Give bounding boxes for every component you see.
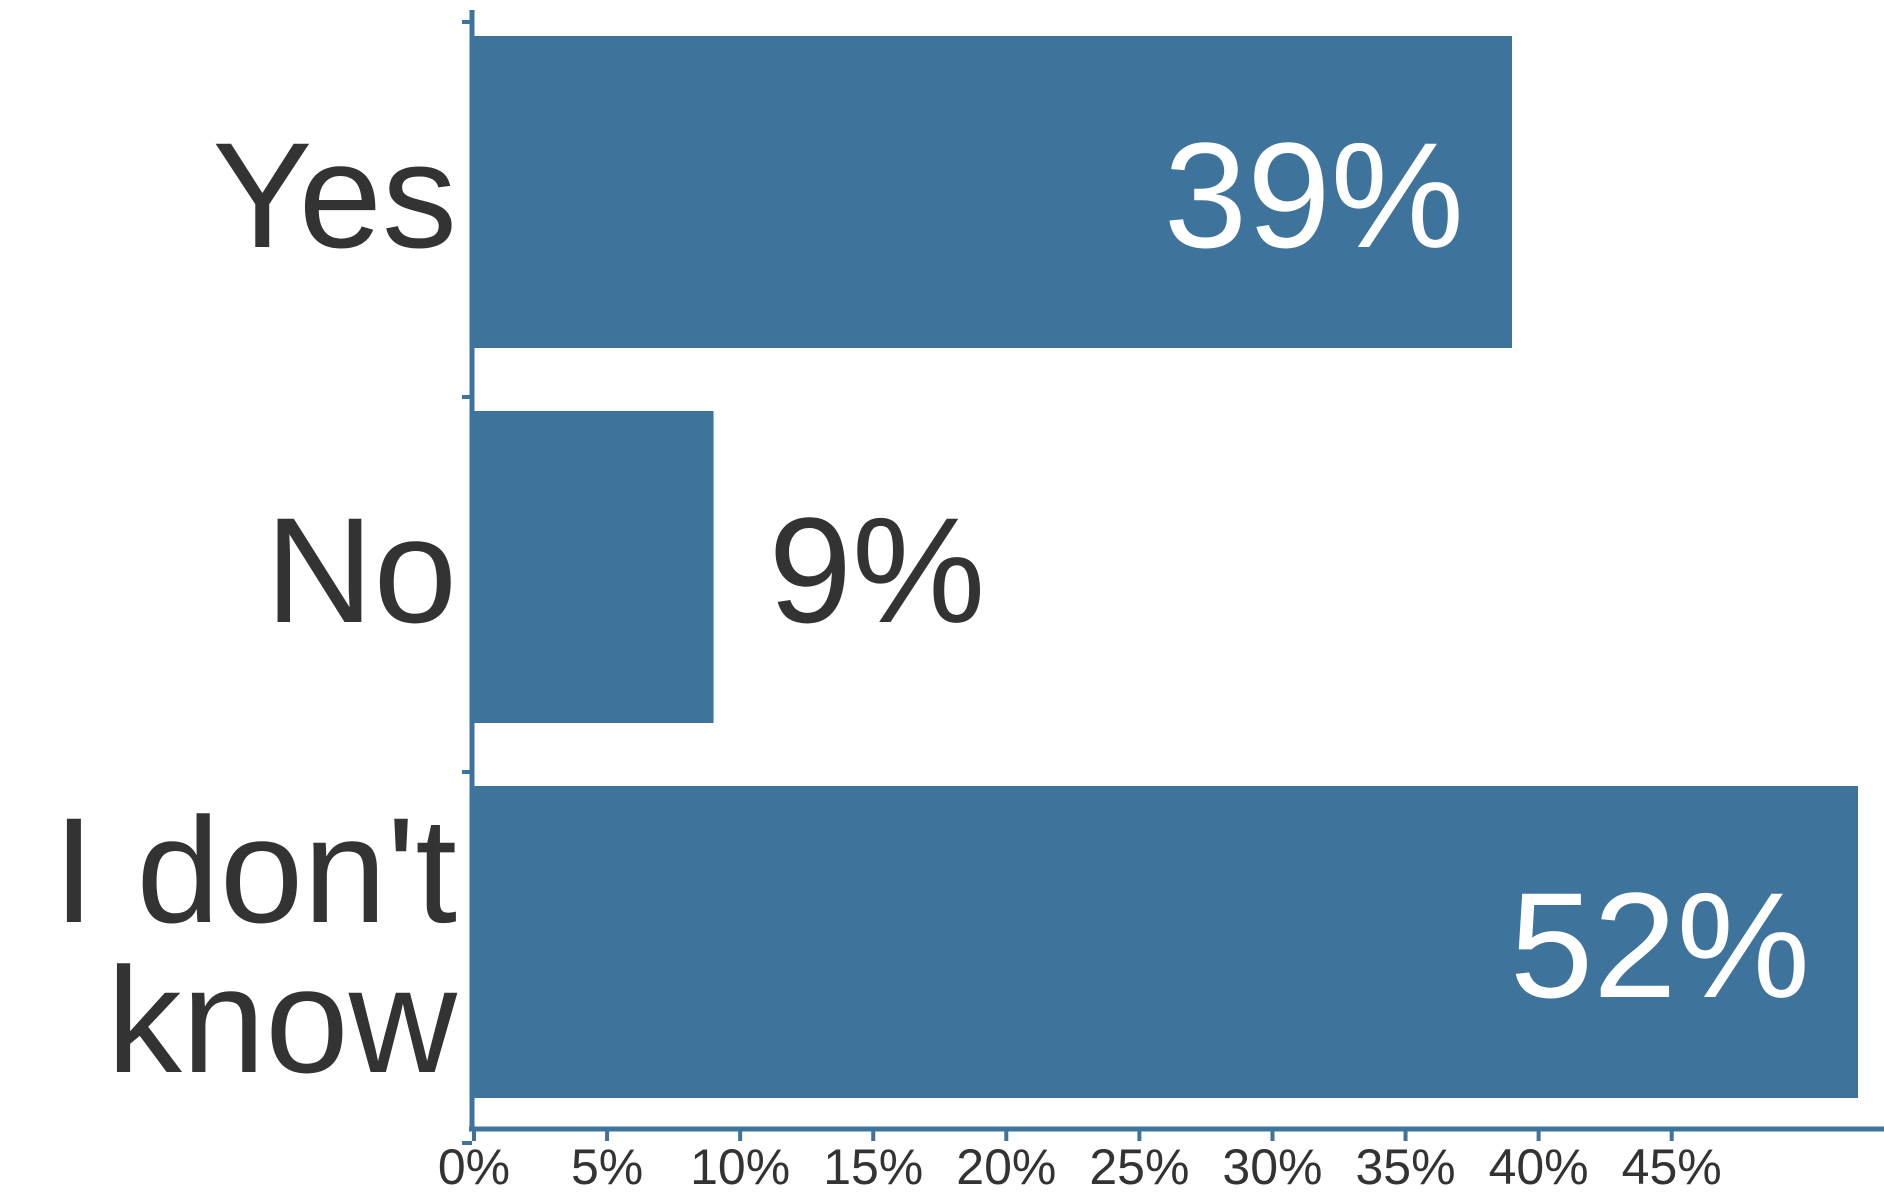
bar-0 <box>474 36 1512 348</box>
category-label-1-0: No <box>265 486 457 654</box>
category-label-2-1: know <box>107 936 458 1104</box>
x-tick-label-8: 40% <box>1489 1139 1589 1194</box>
x-tick-label-0: 0% <box>438 1139 510 1194</box>
x-tick-label-7: 35% <box>1355 1139 1455 1194</box>
x-tick-label-9: 45% <box>1622 1139 1722 1194</box>
data-label-2: 52% <box>1510 861 1810 1029</box>
bar-1 <box>474 411 714 723</box>
x-tick-label-2: 10% <box>690 1139 790 1194</box>
bar-2 <box>474 786 1858 1098</box>
x-tick-label-4: 20% <box>956 1139 1056 1194</box>
x-tick-label-3: 15% <box>823 1139 923 1194</box>
x-tick-label-5: 25% <box>1089 1139 1189 1194</box>
category-label-0-0: Yes <box>212 111 457 279</box>
data-label-0: 39% <box>1164 111 1464 279</box>
x-tick-label-1: 5% <box>571 1139 643 1194</box>
category-label-2-0: I don't <box>53 786 457 954</box>
data-label-1: 9% <box>769 486 986 654</box>
x-tick-label-6: 30% <box>1222 1139 1322 1194</box>
